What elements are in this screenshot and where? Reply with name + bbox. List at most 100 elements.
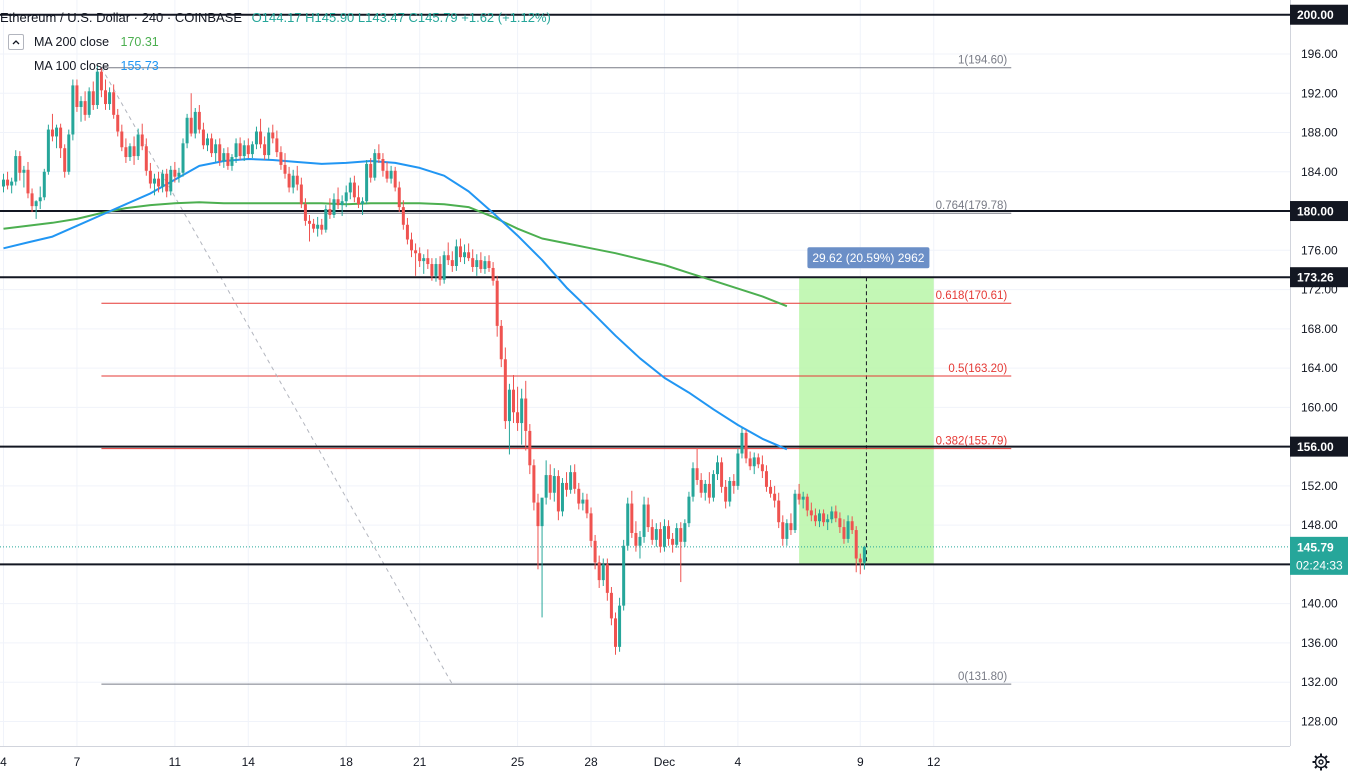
candle-body xyxy=(161,173,165,187)
candle-body xyxy=(524,398,528,431)
candle-body xyxy=(487,261,491,268)
price-tick-label: 192.00 xyxy=(1301,86,1338,100)
candle xyxy=(377,144,381,163)
candle xyxy=(609,586,613,626)
candle xyxy=(438,256,442,286)
candle xyxy=(365,159,369,205)
candle xyxy=(148,162,152,189)
candle xyxy=(846,515,850,543)
fibonacci-retracement: 1(194.60) 0.764(179.78) 0.618(170.61) 0.5(1… xyxy=(100,55,1012,685)
candle-body xyxy=(503,359,507,422)
candle-body xyxy=(389,170,393,179)
ma200-legend[interactable]: MA 200 close 170.31 xyxy=(34,35,159,49)
candle xyxy=(773,485,777,508)
candle-body xyxy=(834,511,838,519)
candle xyxy=(471,249,475,272)
candle-body xyxy=(316,224,320,229)
candle xyxy=(144,138,148,176)
candle-body xyxy=(495,280,499,326)
price-tick-label: 184.00 xyxy=(1301,165,1338,179)
candle-body xyxy=(393,170,397,188)
candle-body xyxy=(634,532,638,546)
candle xyxy=(720,457,724,493)
candle xyxy=(46,124,50,175)
candle xyxy=(108,87,112,110)
candle xyxy=(250,141,254,159)
candle xyxy=(793,489,797,533)
ma100-legend[interactable]: MA 100 close 155.73 xyxy=(34,59,159,73)
candle xyxy=(234,138,238,163)
candle xyxy=(430,258,434,281)
candle-body xyxy=(83,101,87,115)
time-tick-label: 14 xyxy=(242,755,256,769)
candle-body xyxy=(764,471,768,487)
candle-body xyxy=(377,153,381,160)
candle xyxy=(483,256,487,274)
candle xyxy=(503,347,507,429)
candle-body xyxy=(605,564,609,593)
candle xyxy=(777,492,781,529)
candle-body xyxy=(850,521,854,531)
candle-body xyxy=(512,389,515,413)
candle xyxy=(487,255,491,272)
candle-body xyxy=(577,488,581,504)
candle-body xyxy=(91,91,95,106)
candle-body xyxy=(308,220,311,224)
candle xyxy=(112,84,116,119)
symbol-title: Ethereum / U.S. Dollar · 240 · COINBASE xyxy=(0,10,243,25)
candle xyxy=(516,386,520,431)
candle xyxy=(308,214,311,242)
candle xyxy=(463,244,467,265)
candle-body xyxy=(507,389,511,422)
candle-body xyxy=(352,182,356,198)
candle-body xyxy=(601,564,605,581)
candle xyxy=(499,319,503,368)
candle xyxy=(699,473,703,498)
candle xyxy=(520,388,524,445)
candle xyxy=(83,91,87,121)
candle-body xyxy=(426,258,430,265)
candle-body xyxy=(108,92,112,105)
candle xyxy=(132,136,136,165)
current-price-tag xyxy=(1290,536,1348,575)
price-tick-label: 160.00 xyxy=(1301,400,1338,414)
gear-icon[interactable] xyxy=(1312,753,1330,771)
candle-body xyxy=(193,111,197,134)
candle xyxy=(2,173,5,193)
candle xyxy=(50,113,54,142)
candle-body xyxy=(381,159,385,171)
candle-body xyxy=(528,430,532,466)
candle xyxy=(675,523,679,548)
candle xyxy=(818,509,821,528)
candle-body xyxy=(565,482,569,490)
candle-body xyxy=(556,476,560,512)
candle xyxy=(862,545,866,570)
candle-body xyxy=(128,146,132,158)
candle xyxy=(324,205,328,233)
candle-body xyxy=(707,483,711,498)
fib-level-label: 0.764(179.78) xyxy=(936,200,1008,212)
candle-body xyxy=(250,144,254,155)
candle xyxy=(283,153,287,179)
candle-body xyxy=(830,511,834,520)
candle-body xyxy=(646,504,650,528)
candle-body xyxy=(756,457,760,465)
candle-body xyxy=(275,138,279,153)
candle-body xyxy=(201,129,205,146)
candle xyxy=(99,67,103,98)
candle-body xyxy=(336,199,340,206)
candle xyxy=(434,258,438,282)
price-tick-label: 176.00 xyxy=(1301,243,1338,257)
candle-body xyxy=(842,527,846,539)
candle-body xyxy=(450,260,454,267)
candle xyxy=(569,465,573,494)
candle xyxy=(426,249,430,269)
candle xyxy=(226,147,230,170)
candle xyxy=(695,448,699,485)
legend-collapse-button[interactable] xyxy=(8,34,24,50)
candle xyxy=(548,464,552,500)
candle-body xyxy=(442,255,446,280)
candle-body xyxy=(279,152,283,165)
candle xyxy=(263,136,267,160)
